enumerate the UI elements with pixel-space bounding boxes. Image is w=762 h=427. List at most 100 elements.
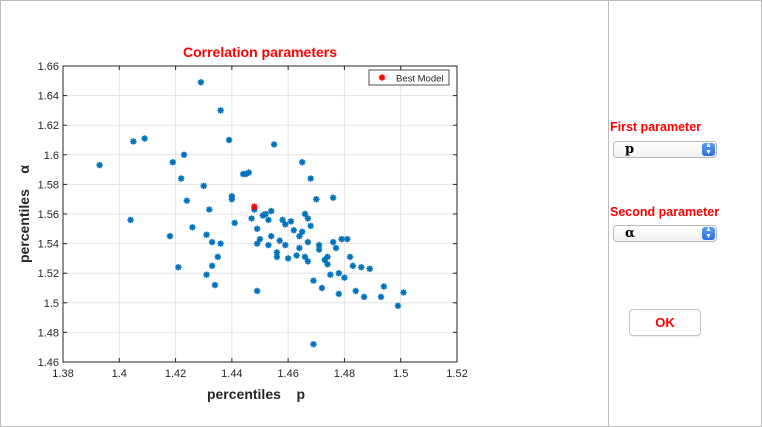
data-point — [169, 159, 176, 166]
data-point — [315, 241, 323, 249]
data-point — [197, 79, 205, 86]
x-tick-label: 1.48 — [334, 368, 355, 380]
data-point — [262, 210, 269, 218]
second-parameter-value: α — [625, 226, 636, 241]
data-point — [253, 287, 261, 295]
data-point — [332, 244, 340, 252]
x-tick-label: 1.42 — [165, 368, 186, 380]
data-point — [310, 341, 317, 348]
scatter-chart: 1.38 1.4 1.42 1.44 1.46 1.48 1.5 1.52 1.46 1.48 1.… — [16, 44, 468, 402]
data-point — [327, 271, 334, 278]
chart-title: Correlation parameters — [183, 44, 337, 60]
data-point — [127, 216, 134, 224]
second-parameter-label: Second parameter — [610, 205, 720, 219]
data-point — [183, 197, 191, 204]
y-tick-label: 1.54 — [38, 239, 59, 251]
data-point — [360, 293, 368, 301]
data-point — [189, 224, 196, 231]
data-point — [296, 244, 303, 252]
data-point — [346, 253, 354, 261]
x-tick-label: 1.46 — [277, 368, 298, 380]
stepper-arrows-icon: ▲ ▼ — [702, 142, 715, 156]
data-point — [166, 233, 174, 240]
data-point — [225, 136, 233, 144]
data-point — [228, 193, 236, 200]
x-tick-label: 1.4 — [112, 368, 127, 380]
legend-box — [368, 69, 450, 86]
data-point — [200, 182, 207, 190]
data-point — [208, 238, 216, 246]
second-parameter-select[interactable]: α ▲ ▼ — [613, 225, 717, 242]
data-point — [265, 241, 272, 249]
data-point — [290, 227, 297, 234]
data-point — [256, 235, 264, 243]
y-tick-label: 1.46 — [38, 357, 59, 369]
data-point — [324, 261, 331, 268]
data-point — [180, 151, 188, 158]
data-point — [315, 246, 323, 253]
data-point — [141, 135, 148, 142]
y-tick-label: 1.58 — [38, 179, 59, 191]
data-point — [253, 240, 261, 247]
data-point — [282, 241, 289, 249]
data-point — [282, 221, 289, 228]
data-point — [338, 235, 345, 243]
data-point — [377, 293, 385, 301]
y-tick-label: 1.56 — [38, 209, 59, 221]
x-tick-label: 1.52 — [446, 368, 467, 380]
data-point — [352, 287, 359, 295]
data-point — [310, 277, 317, 284]
data-point — [178, 175, 185, 182]
data-point — [296, 233, 303, 240]
data-point — [380, 283, 388, 290]
data-point — [253, 225, 261, 232]
y-axis-label: percentiles α — [16, 165, 32, 263]
y-tick-label: 1.52 — [38, 268, 59, 280]
y-tick-label: 1.66 — [38, 61, 59, 73]
data-point — [304, 238, 312, 246]
data-point — [293, 252, 300, 259]
panel-divider — [608, 1, 609, 426]
axes-box — [62, 65, 458, 363]
x-tick-label: 1.44 — [221, 368, 242, 380]
data-point — [130, 138, 137, 145]
data-point — [335, 270, 342, 277]
y-tick-label: 1.6 — [44, 150, 59, 162]
data-point — [341, 274, 348, 281]
data-point — [175, 264, 182, 271]
first-parameter-label: First parameter — [610, 120, 702, 134]
ok-button[interactable]: OK — [629, 309, 701, 336]
first-parameter-select[interactable]: p ▲ ▼ — [613, 141, 717, 158]
data-point — [270, 141, 278, 148]
x-tick-label: 1.38 — [52, 368, 73, 380]
data-point — [206, 206, 213, 213]
data-point — [366, 265, 373, 272]
data-point — [214, 253, 221, 261]
data-point — [301, 253, 309, 261]
data-point — [265, 216, 272, 224]
data-point — [287, 218, 295, 225]
data-point — [349, 262, 357, 269]
data-point — [217, 107, 224, 114]
y-tick-label: 1.64 — [38, 91, 59, 103]
legend-marker-star — [378, 74, 386, 81]
data-point — [329, 194, 337, 201]
y-tick-label: 1.62 — [38, 120, 59, 132]
data-point — [203, 271, 210, 278]
data-point — [394, 302, 402, 309]
data-point — [231, 219, 238, 227]
data-point — [304, 215, 312, 222]
data-point — [248, 215, 255, 222]
data-point — [217, 240, 224, 247]
data-point — [329, 238, 337, 246]
data-point — [245, 169, 252, 176]
data-point — [96, 161, 103, 169]
first-parameter-value: p — [625, 142, 635, 157]
data-point — [208, 262, 216, 269]
best-model-point — [251, 203, 258, 210]
data-point — [400, 289, 407, 296]
data-point — [358, 264, 365, 271]
data-point — [313, 196, 320, 203]
data-point — [307, 222, 314, 230]
data-point — [279, 216, 286, 224]
